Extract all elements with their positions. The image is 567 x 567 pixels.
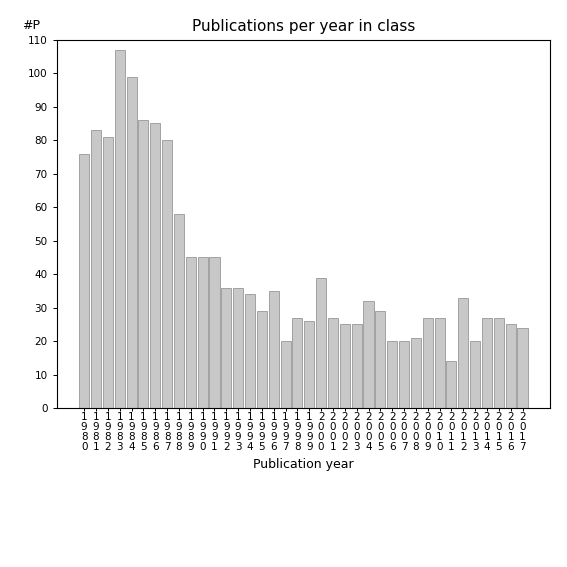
- Bar: [257, 311, 267, 408]
- Bar: [482, 318, 492, 408]
- Bar: [269, 291, 279, 408]
- Title: Publications per year in class: Publications per year in class: [192, 19, 415, 35]
- Bar: [506, 324, 516, 408]
- Bar: [494, 318, 504, 408]
- Bar: [186, 257, 196, 408]
- Bar: [126, 77, 137, 408]
- Bar: [446, 361, 456, 408]
- Bar: [304, 321, 314, 408]
- Bar: [245, 294, 255, 408]
- Bar: [399, 341, 409, 408]
- Bar: [91, 130, 101, 408]
- Bar: [174, 214, 184, 408]
- Bar: [411, 338, 421, 408]
- Bar: [281, 341, 291, 408]
- Bar: [470, 341, 480, 408]
- Bar: [115, 50, 125, 408]
- X-axis label: Publication year: Publication year: [253, 458, 354, 471]
- Bar: [518, 328, 527, 408]
- Bar: [363, 301, 374, 408]
- Bar: [293, 318, 302, 408]
- Bar: [387, 341, 397, 408]
- Bar: [162, 140, 172, 408]
- Bar: [434, 318, 445, 408]
- Bar: [352, 324, 362, 408]
- Text: #P: #P: [22, 19, 40, 32]
- Bar: [375, 311, 386, 408]
- Bar: [103, 137, 113, 408]
- Bar: [458, 298, 468, 408]
- Bar: [198, 257, 208, 408]
- Bar: [233, 287, 243, 408]
- Bar: [209, 257, 219, 408]
- Bar: [221, 287, 231, 408]
- Bar: [138, 120, 149, 408]
- Bar: [316, 278, 326, 408]
- Bar: [79, 154, 89, 408]
- Bar: [328, 318, 338, 408]
- Bar: [340, 324, 350, 408]
- Bar: [423, 318, 433, 408]
- Bar: [150, 124, 160, 408]
